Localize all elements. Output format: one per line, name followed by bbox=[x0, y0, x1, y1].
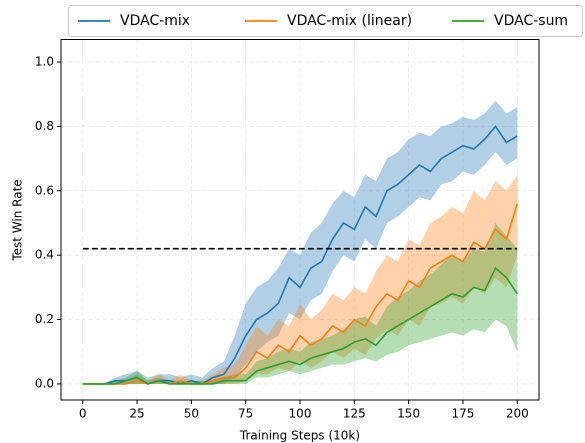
legend-frame bbox=[68, 5, 583, 37]
legend-label: VDAC-sum bbox=[494, 13, 568, 29]
y-tick-label: 0.4 bbox=[35, 248, 54, 262]
x-tick-label: 125 bbox=[343, 407, 366, 421]
confidence-band bbox=[82, 174, 518, 384]
y-tick-label: 0.6 bbox=[35, 183, 54, 197]
legend: VDAC-mix VDAC-mix (linear) VDAC-sum bbox=[68, 5, 583, 37]
legend-label: VDAC-mix (linear) bbox=[287, 13, 412, 29]
x-tick-label: 50 bbox=[184, 407, 199, 421]
y-tick-label: 1.0 bbox=[35, 55, 54, 69]
x-tick-label: 175 bbox=[452, 407, 475, 421]
confidence-band bbox=[82, 222, 518, 384]
confidence-band bbox=[82, 100, 518, 384]
legend-label: VDAC-mix bbox=[120, 13, 190, 29]
y-tick-label: 0.2 bbox=[35, 312, 54, 326]
x-tick-label: 25 bbox=[129, 407, 144, 421]
y-axis-label: Test Win Rate bbox=[11, 179, 25, 261]
x-tick-label: 150 bbox=[397, 407, 420, 421]
y-tick-label: 0.8 bbox=[35, 119, 54, 133]
x-tick-label: 0 bbox=[79, 407, 87, 421]
x-axis-label: Training Steps (10k) bbox=[239, 429, 360, 443]
plot-frame bbox=[60, 39, 540, 401]
series-line bbox=[82, 266, 518, 385]
y-tick-label: 0.0 bbox=[35, 376, 54, 390]
x-tick-label: 200 bbox=[506, 407, 529, 421]
x-tick-label: 100 bbox=[289, 407, 312, 421]
x-tick-label: 75 bbox=[238, 407, 253, 421]
